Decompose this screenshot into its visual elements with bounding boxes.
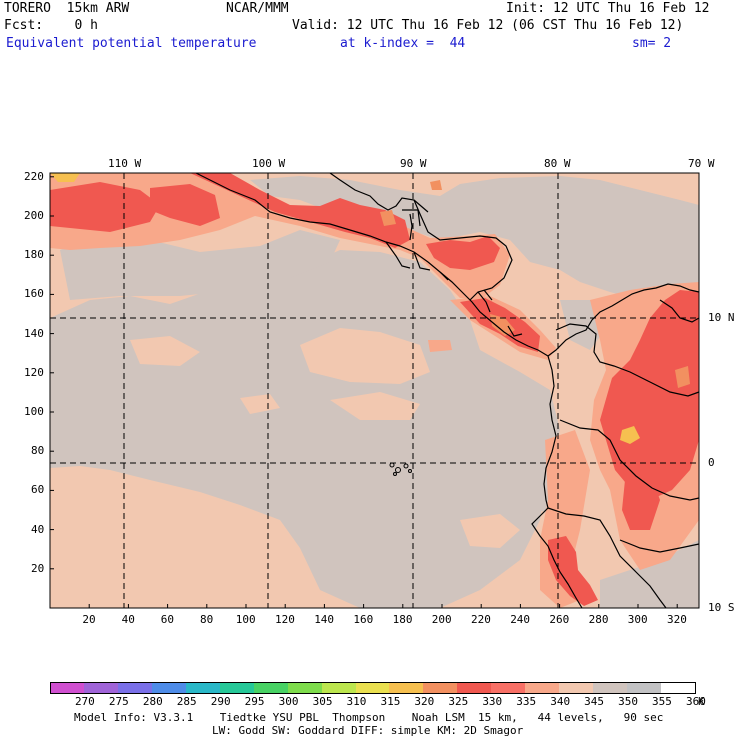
y-tick-label: 180 bbox=[24, 248, 44, 262]
x-tick-label: 100 bbox=[235, 613, 256, 626]
colorbar-swatch bbox=[83, 682, 119, 694]
lon-label-90w: 90 W bbox=[400, 157, 427, 170]
colorbar-swatch bbox=[253, 682, 289, 694]
x-tick-label: 80 bbox=[200, 613, 214, 626]
org-label: NCAR/MMM bbox=[226, 1, 289, 16]
colorbar-level-label: 325 bbox=[448, 695, 469, 708]
init-time: Init: 12 UTC Thu 16 Feb 12 bbox=[506, 1, 710, 16]
x-tick-label: 220 bbox=[471, 613, 491, 626]
colorbar-swatch bbox=[491, 682, 526, 694]
y-tick-label: 80 bbox=[31, 444, 45, 458]
colorbar-swatch bbox=[457, 682, 492, 694]
x-tick-label: 160 bbox=[353, 613, 374, 626]
colorbar-level-label: 300 bbox=[278, 695, 299, 708]
field-name: Equivalent potential temperature bbox=[6, 36, 257, 51]
map-frame bbox=[49, 172, 700, 609]
lon-label-70w: 70 W bbox=[688, 157, 715, 170]
colorbar-level-label: 270 bbox=[74, 695, 95, 708]
coastlines bbox=[195, 172, 700, 609]
x-tick-label: 280 bbox=[588, 613, 609, 626]
colorbar-level-label: 315 bbox=[380, 695, 401, 708]
colorbar-swatch bbox=[661, 682, 697, 694]
lat-lon-grid bbox=[50, 173, 699, 608]
colorbar-level-label: 275 bbox=[108, 695, 129, 708]
colorbar-level-label: 295 bbox=[244, 695, 265, 708]
lat-label-10s: 10 S bbox=[708, 601, 735, 614]
x-tick-label: 120 bbox=[275, 613, 295, 626]
y-tick-label: 160 bbox=[24, 287, 44, 301]
x-tick-label: 320 bbox=[667, 613, 687, 626]
colorbar-level-label: 355 bbox=[652, 695, 672, 708]
axis-tick-marks bbox=[50, 176, 678, 608]
y-tick-label: 40 bbox=[31, 522, 45, 536]
y-tick-label: 120 bbox=[24, 365, 44, 379]
colorbar-swatch bbox=[559, 682, 594, 694]
field-340-intrusions bbox=[60, 328, 520, 608]
colorbar-level-label: 305 bbox=[312, 695, 333, 708]
colorbar-level-label: 285 bbox=[176, 695, 197, 708]
smoothing-label: sm= 2 bbox=[632, 36, 672, 51]
x-tick-label: 20 bbox=[82, 613, 96, 626]
x-tick-label: 140 bbox=[314, 613, 335, 626]
colorbar-swatch bbox=[525, 682, 560, 694]
field-hotspots bbox=[50, 173, 690, 444]
x-tick-label: 40 bbox=[121, 613, 135, 626]
colorbar-level-label: 330 bbox=[482, 695, 503, 708]
colorbar-swatch bbox=[355, 682, 390, 694]
colorbar-swatch bbox=[185, 682, 221, 694]
colorbar-swatch bbox=[593, 682, 628, 694]
colorbar-swatch bbox=[627, 682, 662, 694]
colorbar-level-label: 320 bbox=[414, 695, 435, 708]
model-title: TORERO 15km ARW bbox=[4, 1, 130, 16]
x-tick-label: 60 bbox=[160, 613, 175, 626]
lat-label-0: 0 bbox=[708, 456, 715, 469]
y-tick-label: 220 bbox=[24, 169, 44, 183]
lon-label-100w: 100 W bbox=[252, 157, 286, 170]
k-index-level: at k-index = 44 bbox=[340, 36, 466, 51]
colorbar-swatch bbox=[287, 682, 323, 694]
colorbar-level-label: 280 bbox=[142, 695, 163, 708]
physics-info: LW: Godd SW: Goddard DIFF: simple KM: 2D… bbox=[212, 724, 524, 737]
y-tick-label: 140 bbox=[24, 326, 44, 340]
x-tick-label: 200 bbox=[431, 613, 452, 626]
colorbar-level-label: 350 bbox=[618, 695, 638, 708]
x-tick-label: 180 bbox=[392, 613, 413, 626]
y-tick-label: 20 bbox=[31, 561, 45, 575]
forecast-hour: Fcst: 0 h bbox=[4, 18, 98, 33]
lon-label-110w: 110 W bbox=[108, 157, 142, 170]
x-tick-label: 300 bbox=[627, 613, 648, 626]
colorbar-swatch bbox=[219, 682, 255, 694]
colorbar-level-label: 290 bbox=[210, 695, 231, 708]
colorbar-level-label: 335 bbox=[516, 695, 537, 708]
colorbar-swatch bbox=[117, 682, 153, 694]
colorbar-level-label: 360 bbox=[686, 695, 706, 708]
model-info: Model Info: V3.3.1 Tiedtke YSU PBL Thomp… bbox=[74, 711, 664, 724]
x-tick-label: 240 bbox=[510, 613, 531, 626]
y-tick-label: 60 bbox=[31, 483, 45, 497]
colorbar-unit: K bbox=[698, 695, 705, 708]
field-345-regions bbox=[50, 176, 699, 608]
colorbar-swatch bbox=[389, 682, 424, 694]
colorbar-swatch bbox=[423, 682, 458, 694]
colorbar-level-label: 345 bbox=[584, 695, 605, 708]
y-tick-label: 200 bbox=[24, 209, 44, 222]
colorbar-swatch bbox=[151, 682, 187, 694]
colorbar-swatch bbox=[321, 682, 357, 694]
lon-label-80w: 80 W bbox=[544, 157, 571, 170]
colorbar-level-label: 310 bbox=[346, 695, 367, 708]
colorbar-level-label: 340 bbox=[550, 695, 571, 708]
y-tick-label: 100 bbox=[24, 405, 44, 418]
colorbar-swatch bbox=[50, 682, 86, 694]
lat-label-10n: 10 N bbox=[708, 311, 735, 324]
x-tick-label: 260 bbox=[549, 613, 570, 626]
valid-time: Valid: 12 UTC Thu 16 Feb 12 (06 CST Thu … bbox=[292, 18, 684, 33]
